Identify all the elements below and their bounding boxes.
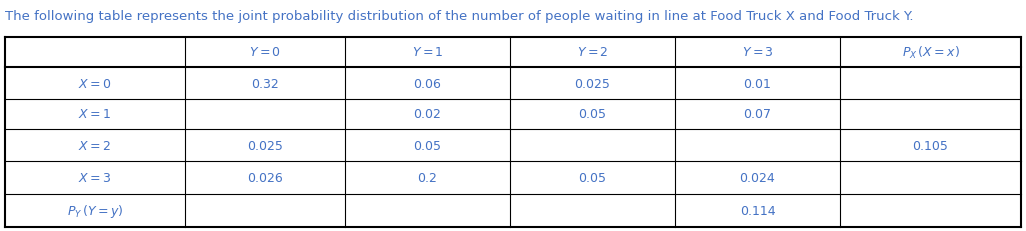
Text: 0.2: 0.2 [418,171,437,184]
Text: 0.024: 0.024 [740,171,776,184]
Text: $P_X\,(X = x)$: $P_X\,(X = x)$ [902,45,959,61]
Text: $X = 3$: $X = 3$ [78,171,112,184]
Text: $Y = 0$: $Y = 0$ [249,46,281,59]
Text: $X = 0$: $X = 0$ [78,77,112,90]
Text: 0.026: 0.026 [247,171,283,184]
Text: 0.07: 0.07 [744,108,772,121]
Text: $Y = 1$: $Y = 1$ [411,46,443,59]
Text: 0.06: 0.06 [413,77,441,90]
Text: 0.114: 0.114 [740,204,776,217]
Text: 0.025: 0.025 [575,77,610,90]
Text: 0.05: 0.05 [413,139,441,152]
Text: $Y = 2$: $Y = 2$ [577,46,608,59]
Text: $P_Y\,(Y = y)$: $P_Y\,(Y = y)$ [67,202,123,219]
Text: 0.025: 0.025 [247,139,283,152]
Text: 0.01: 0.01 [744,77,772,90]
Text: 0.05: 0.05 [579,171,606,184]
Text: The following table represents the joint probability distribution of the number : The following table represents the joint… [5,10,913,23]
Text: 0.105: 0.105 [912,139,948,152]
Text: 0.05: 0.05 [579,108,606,121]
Text: 0.02: 0.02 [413,108,441,121]
Text: $X = 1$: $X = 1$ [78,108,112,121]
Text: $Y = 3$: $Y = 3$ [742,46,774,59]
Text: 0.32: 0.32 [251,77,279,90]
Text: $X = 2$: $X = 2$ [78,139,112,152]
